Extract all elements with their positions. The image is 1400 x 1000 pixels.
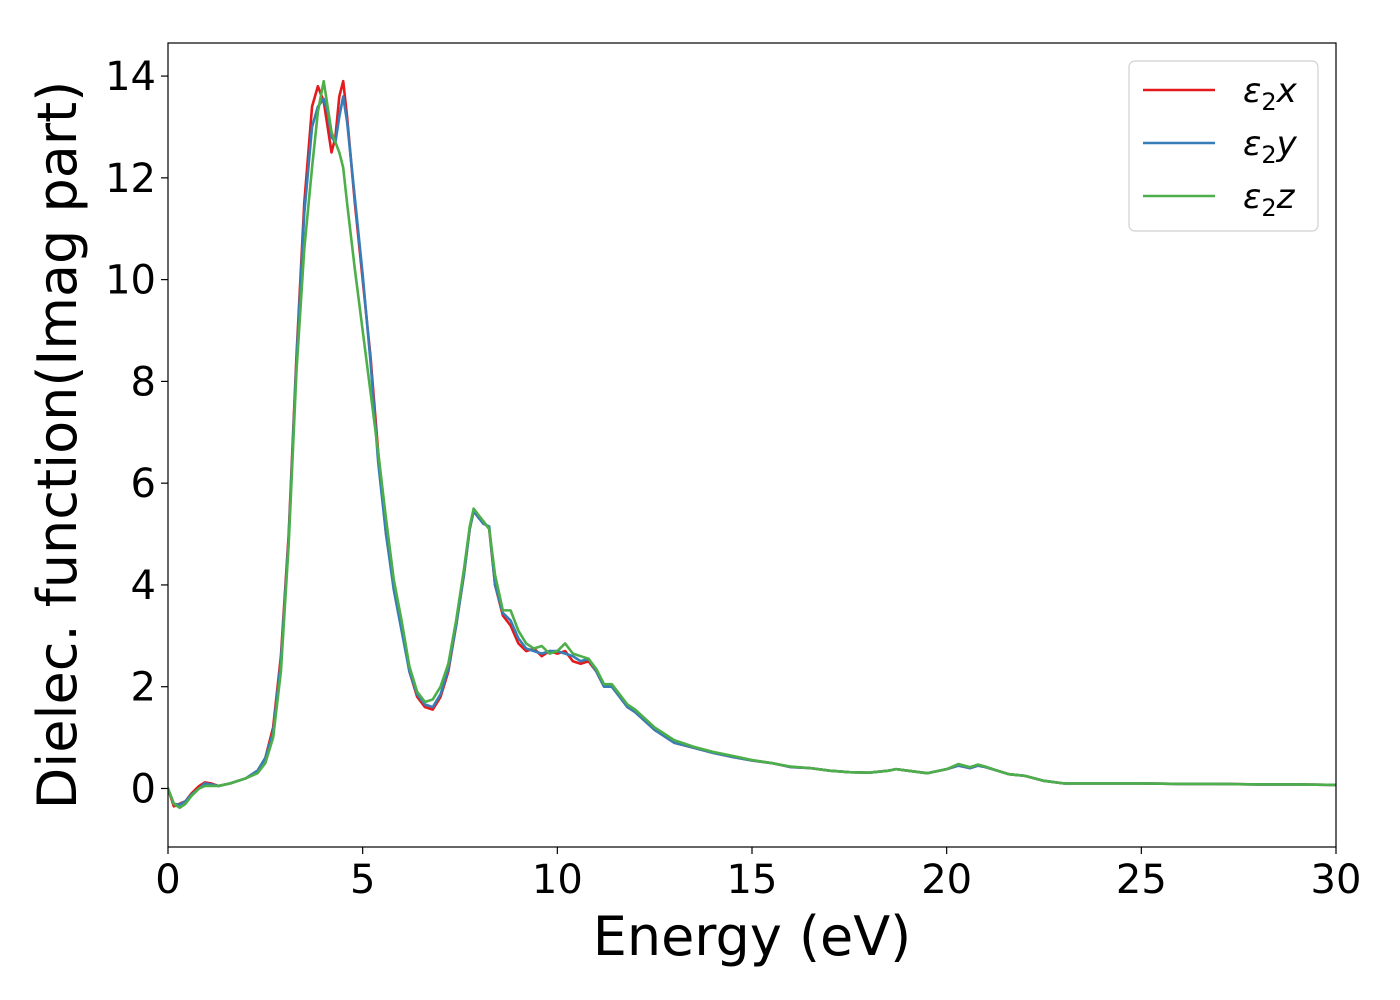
x-axis-title: Energy (eV) xyxy=(593,905,912,968)
legend-label-y: ε2y xyxy=(1243,124,1298,169)
y-tick-label: 12 xyxy=(105,156,156,202)
x-tick-label: 30 xyxy=(1311,857,1362,903)
series-layer xyxy=(168,79,1336,810)
legend-label-x: ε2x xyxy=(1243,71,1298,116)
x-tick-label: 15 xyxy=(727,857,778,903)
x-axis-ticks: 0 5 10 15 20 25 30 xyxy=(155,847,1361,903)
y-tick-label: 2 xyxy=(131,665,156,711)
series-line-z xyxy=(168,79,1336,810)
x-tick-label: 20 xyxy=(921,857,972,903)
y-tick-label: 8 xyxy=(131,359,156,405)
legend-box xyxy=(1128,60,1319,232)
y-axis-title: Dielec. function(Imag part) xyxy=(26,81,89,810)
x-tick-label: 10 xyxy=(532,857,583,903)
y-tick-label: 6 xyxy=(131,461,156,507)
y-tick-label: 10 xyxy=(105,258,156,304)
x-tick-label: 25 xyxy=(1116,857,1167,903)
y-tick-label: 14 xyxy=(105,54,156,100)
legend: ε2x ε2y ε2z xyxy=(1128,60,1319,232)
x-tick-label: 5 xyxy=(350,857,375,903)
y-tick-label: 0 xyxy=(131,766,156,812)
x-tick-label: 0 xyxy=(155,857,180,903)
legend-label-z: ε2z xyxy=(1243,177,1296,222)
y-tick-label: 4 xyxy=(131,563,156,609)
y-axis-ticks: 0 2 4 6 8 10 12 14 xyxy=(105,54,168,812)
